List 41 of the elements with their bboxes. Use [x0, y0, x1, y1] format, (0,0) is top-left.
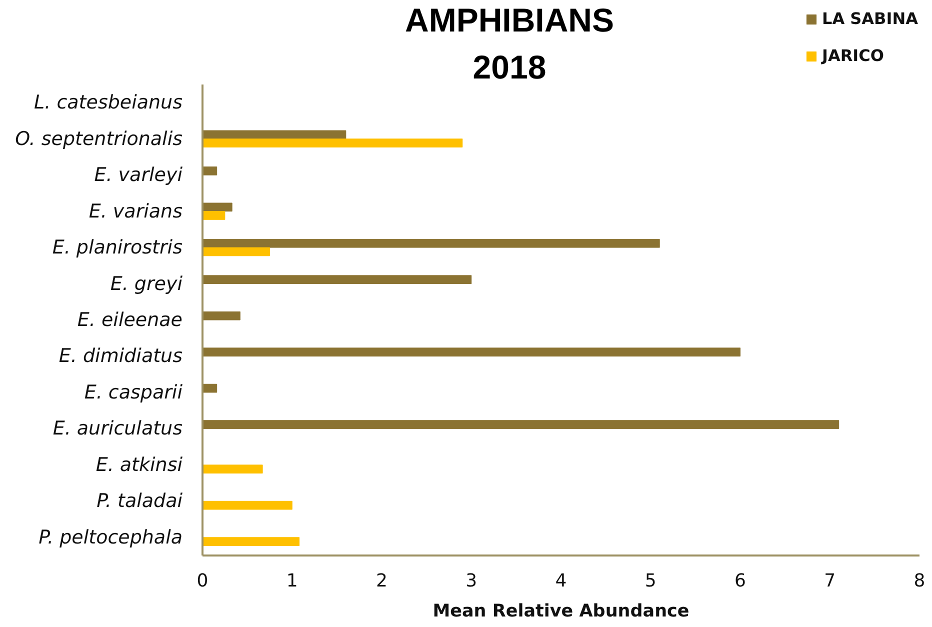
chart-title: AMPHIBIANS 2018: [404, 2, 614, 86]
y-tick-label: O. septentrionalis: [15, 128, 183, 150]
y-tick-label: E. planirostris: [52, 236, 183, 259]
y-tick-label: E. varleyi: [94, 164, 184, 186]
bar: [202, 166, 218, 176]
bar: [202, 384, 218, 393]
x-tick-label: 0: [196, 570, 208, 592]
bar: [202, 238, 660, 248]
y-tick-label: E. varians: [88, 200, 183, 222]
y-tick-label: E. auriculatus: [52, 418, 183, 440]
bar: [202, 420, 840, 429]
x-tick-label: 6: [734, 570, 746, 592]
bar: [202, 211, 226, 220]
bar: [202, 138, 463, 148]
bar: [202, 464, 263, 474]
y-tick-label: P. taladai: [96, 490, 184, 512]
bar: [202, 311, 240, 320]
y-tick-label: E. dimidiatus: [58, 345, 183, 368]
y-tick-label: E. eileenae: [77, 309, 183, 331]
y-tick-label: E. atkinsi: [96, 454, 184, 476]
bar: [202, 202, 232, 212]
bar: [202, 348, 740, 356]
x-tick-label: 7: [824, 570, 836, 592]
bar: [202, 247, 270, 256]
legend-label: JARICO: [822, 46, 884, 65]
y-tick-label: E. casparii: [84, 381, 184, 404]
x-axis-title: Mean Relative Abundance: [432, 602, 690, 622]
x-tick-label: 8: [914, 570, 926, 592]
x-tick-label: 3: [466, 570, 478, 592]
x-tick-label: 2: [376, 570, 388, 592]
y-tick-label: E. greyi: [110, 272, 184, 295]
y-tick-label: P. peltocephala: [38, 526, 182, 548]
x-tick-label: 5: [644, 570, 656, 592]
bar: [202, 537, 300, 546]
bar: [202, 500, 292, 510]
y-tick-label: L. catesbeianus: [34, 92, 183, 114]
bar: [202, 130, 346, 140]
x-tick-label: 1: [286, 570, 298, 592]
x-tick-label: 4: [555, 570, 567, 592]
legend-label: LA SABINA: [822, 9, 918, 28]
bar: [202, 275, 472, 284]
